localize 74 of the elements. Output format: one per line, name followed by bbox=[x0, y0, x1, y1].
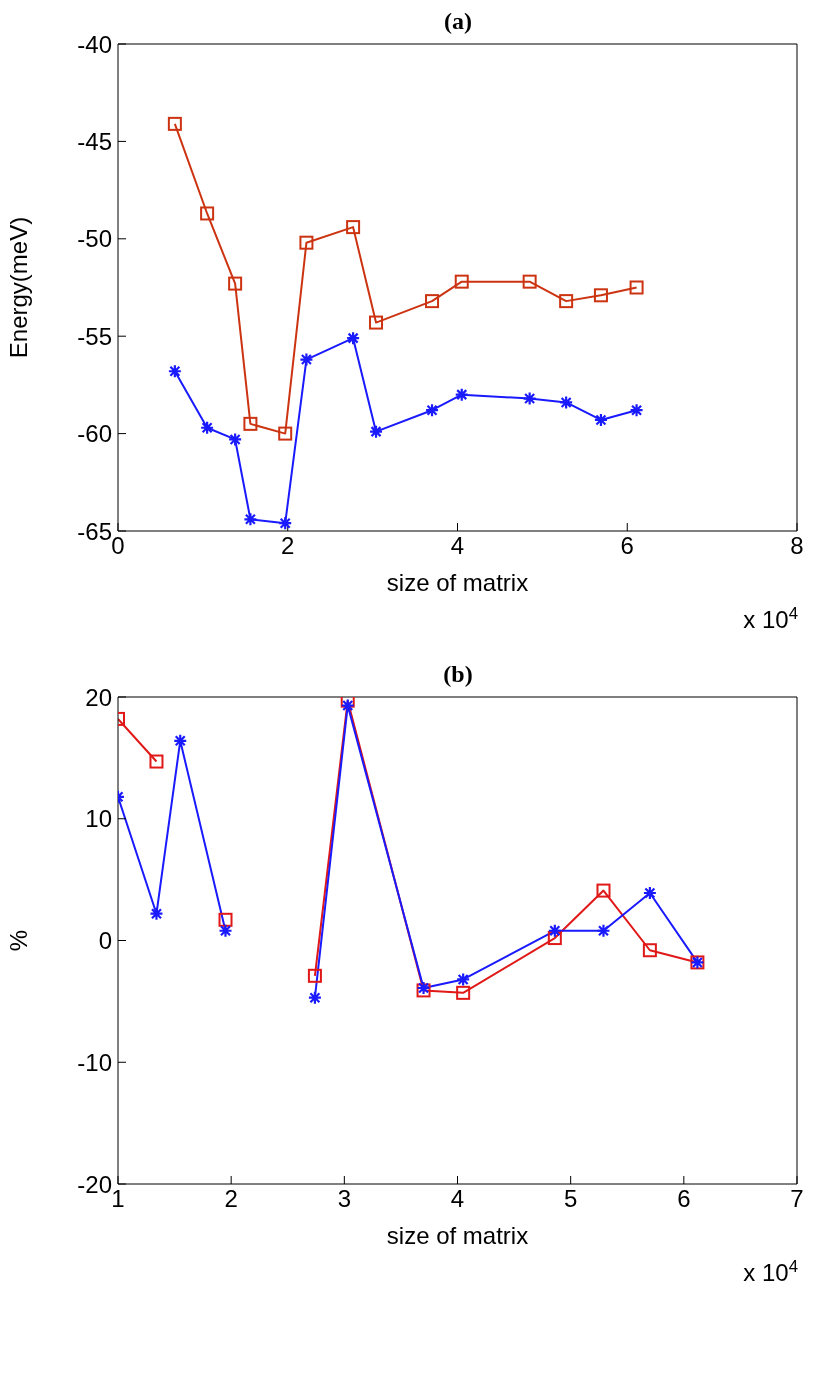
point bbox=[456, 985, 471, 1000]
text: x 10$^{4}$ bbox=[743, 1256, 798, 1286]
y-tick-label: 0 bbox=[98, 927, 112, 955]
point bbox=[456, 972, 471, 987]
point bbox=[167, 116, 182, 131]
point bbox=[596, 883, 611, 898]
point bbox=[346, 220, 361, 235]
point bbox=[299, 235, 314, 250]
y-tick-label: -20 bbox=[77, 1170, 112, 1198]
point bbox=[218, 923, 233, 938]
point bbox=[642, 885, 657, 901]
point bbox=[307, 968, 322, 983]
point bbox=[522, 274, 537, 289]
point bbox=[218, 912, 233, 927]
x-tick-label: 2 bbox=[224, 1185, 238, 1213]
point bbox=[522, 391, 537, 406]
point bbox=[278, 516, 293, 531]
x-tick-label: 6 bbox=[677, 1185, 691, 1213]
y-tick-label: -45 bbox=[77, 127, 112, 155]
point bbox=[424, 403, 440, 418]
x-tick-label: 3 bbox=[337, 1185, 352, 1213]
point bbox=[593, 288, 608, 303]
point bbox=[228, 432, 243, 447]
point bbox=[559, 395, 574, 410]
point bbox=[228, 276, 243, 291]
point bbox=[307, 990, 323, 1005]
point bbox=[629, 280, 644, 295]
x-axis-title: size of matrix bbox=[386, 1222, 529, 1249]
point bbox=[368, 424, 384, 439]
point bbox=[454, 274, 469, 289]
point bbox=[547, 931, 562, 946]
point bbox=[243, 416, 258, 431]
point bbox=[278, 426, 293, 441]
point bbox=[200, 206, 215, 221]
chart-title: (a) bbox=[444, 8, 472, 34]
point bbox=[369, 315, 384, 330]
x-tick-label: 5 bbox=[563, 1185, 578, 1213]
point bbox=[547, 923, 562, 938]
y-tick-label: -10 bbox=[77, 1048, 112, 1076]
x-tick-label: 6 bbox=[620, 532, 634, 560]
point bbox=[149, 754, 164, 769]
text: x 10$^{4}$ bbox=[743, 603, 798, 633]
point bbox=[200, 420, 215, 435]
point bbox=[173, 733, 188, 748]
y-tick-label: -55 bbox=[77, 322, 112, 350]
y-tick-label: -50 bbox=[77, 225, 112, 253]
y-axis-title: Energy(meV) bbox=[4, 216, 32, 359]
x-tick-label: 2 bbox=[281, 532, 295, 560]
point bbox=[340, 698, 355, 713]
point bbox=[559, 294, 574, 309]
y-tick-label: 20 bbox=[85, 683, 112, 711]
point bbox=[299, 352, 314, 367]
point bbox=[629, 403, 644, 418]
point bbox=[346, 331, 361, 346]
point bbox=[425, 294, 440, 309]
y-tick-label: -60 bbox=[77, 420, 112, 448]
chart-title: (b) bbox=[443, 661, 473, 687]
x-tick-label: 1 bbox=[111, 1185, 125, 1213]
point bbox=[642, 943, 657, 958]
x-tick-label: 4 bbox=[450, 532, 465, 560]
point bbox=[243, 512, 258, 527]
point bbox=[454, 387, 469, 402]
x-axis-title: size of matrix bbox=[386, 569, 529, 596]
x-tick-label: 8 bbox=[790, 532, 804, 560]
point bbox=[593, 412, 609, 428]
point bbox=[596, 923, 611, 938]
y-tick-label: -65 bbox=[77, 517, 112, 545]
y-tick-label: 10 bbox=[85, 805, 112, 833]
y-tick-label: -40 bbox=[77, 30, 112, 58]
y-axis-title: % bbox=[4, 929, 32, 952]
x-tick-label: 4 bbox=[450, 1185, 465, 1213]
x-tick-label: 7 bbox=[790, 1185, 804, 1213]
point bbox=[149, 906, 164, 921]
point bbox=[167, 364, 182, 379]
